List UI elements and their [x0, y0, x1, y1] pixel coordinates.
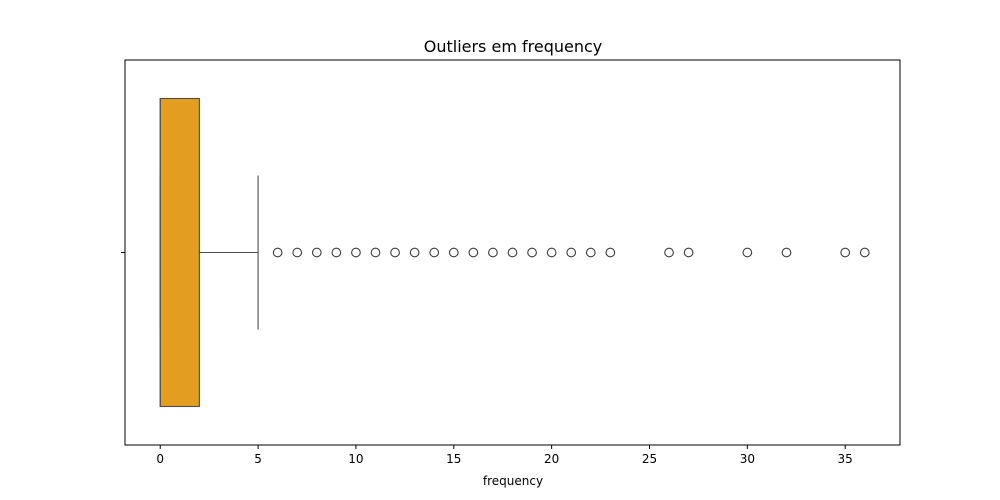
outlier-point: [507, 247, 518, 258]
outlier-point: [683, 247, 694, 258]
outlier-point: [664, 247, 674, 258]
iqr-box: [159, 97, 200, 408]
outlier-point: [409, 247, 420, 258]
outlier-point: [566, 247, 577, 258]
outlier-point: [390, 247, 400, 258]
x-tick-label: 15: [446, 452, 461, 466]
x-tick-label: 20: [544, 452, 559, 466]
outlier-point: [370, 247, 381, 258]
outlier-point: [859, 247, 870, 258]
x-tick-label: 10: [348, 452, 363, 466]
x-tick-label: 0: [156, 452, 164, 466]
outlier-point: [331, 247, 342, 258]
outlier-point: [781, 247, 792, 258]
outlier-point: [448, 247, 459, 258]
outlier-point: [527, 247, 537, 258]
outlier-point: [311, 247, 322, 258]
outlier-point: [429, 247, 440, 258]
outlier-point: [840, 247, 851, 258]
outlier-point: [605, 247, 616, 258]
outlier-point: [488, 247, 498, 258]
outlier-point: [292, 247, 303, 258]
x-tick-label: 25: [642, 452, 657, 466]
outlier-point: [546, 247, 557, 258]
plot-area: [124, 59, 901, 446]
x-axis-label: frequency: [483, 474, 543, 488]
x-tick-label: 5: [254, 452, 262, 466]
x-axis: 0 5 10 15 20 25 30 35: [121, 252, 853, 466]
outlier-point: [742, 247, 753, 258]
x-tick-label: 35: [838, 452, 853, 466]
outlier-point: [272, 247, 283, 258]
chart-title: Outliers em frequency: [424, 37, 603, 56]
outlier-point: [351, 247, 361, 258]
outlier-point: [468, 247, 479, 258]
x-tick-label: 30: [740, 452, 755, 466]
outlier-point: [585, 247, 596, 258]
